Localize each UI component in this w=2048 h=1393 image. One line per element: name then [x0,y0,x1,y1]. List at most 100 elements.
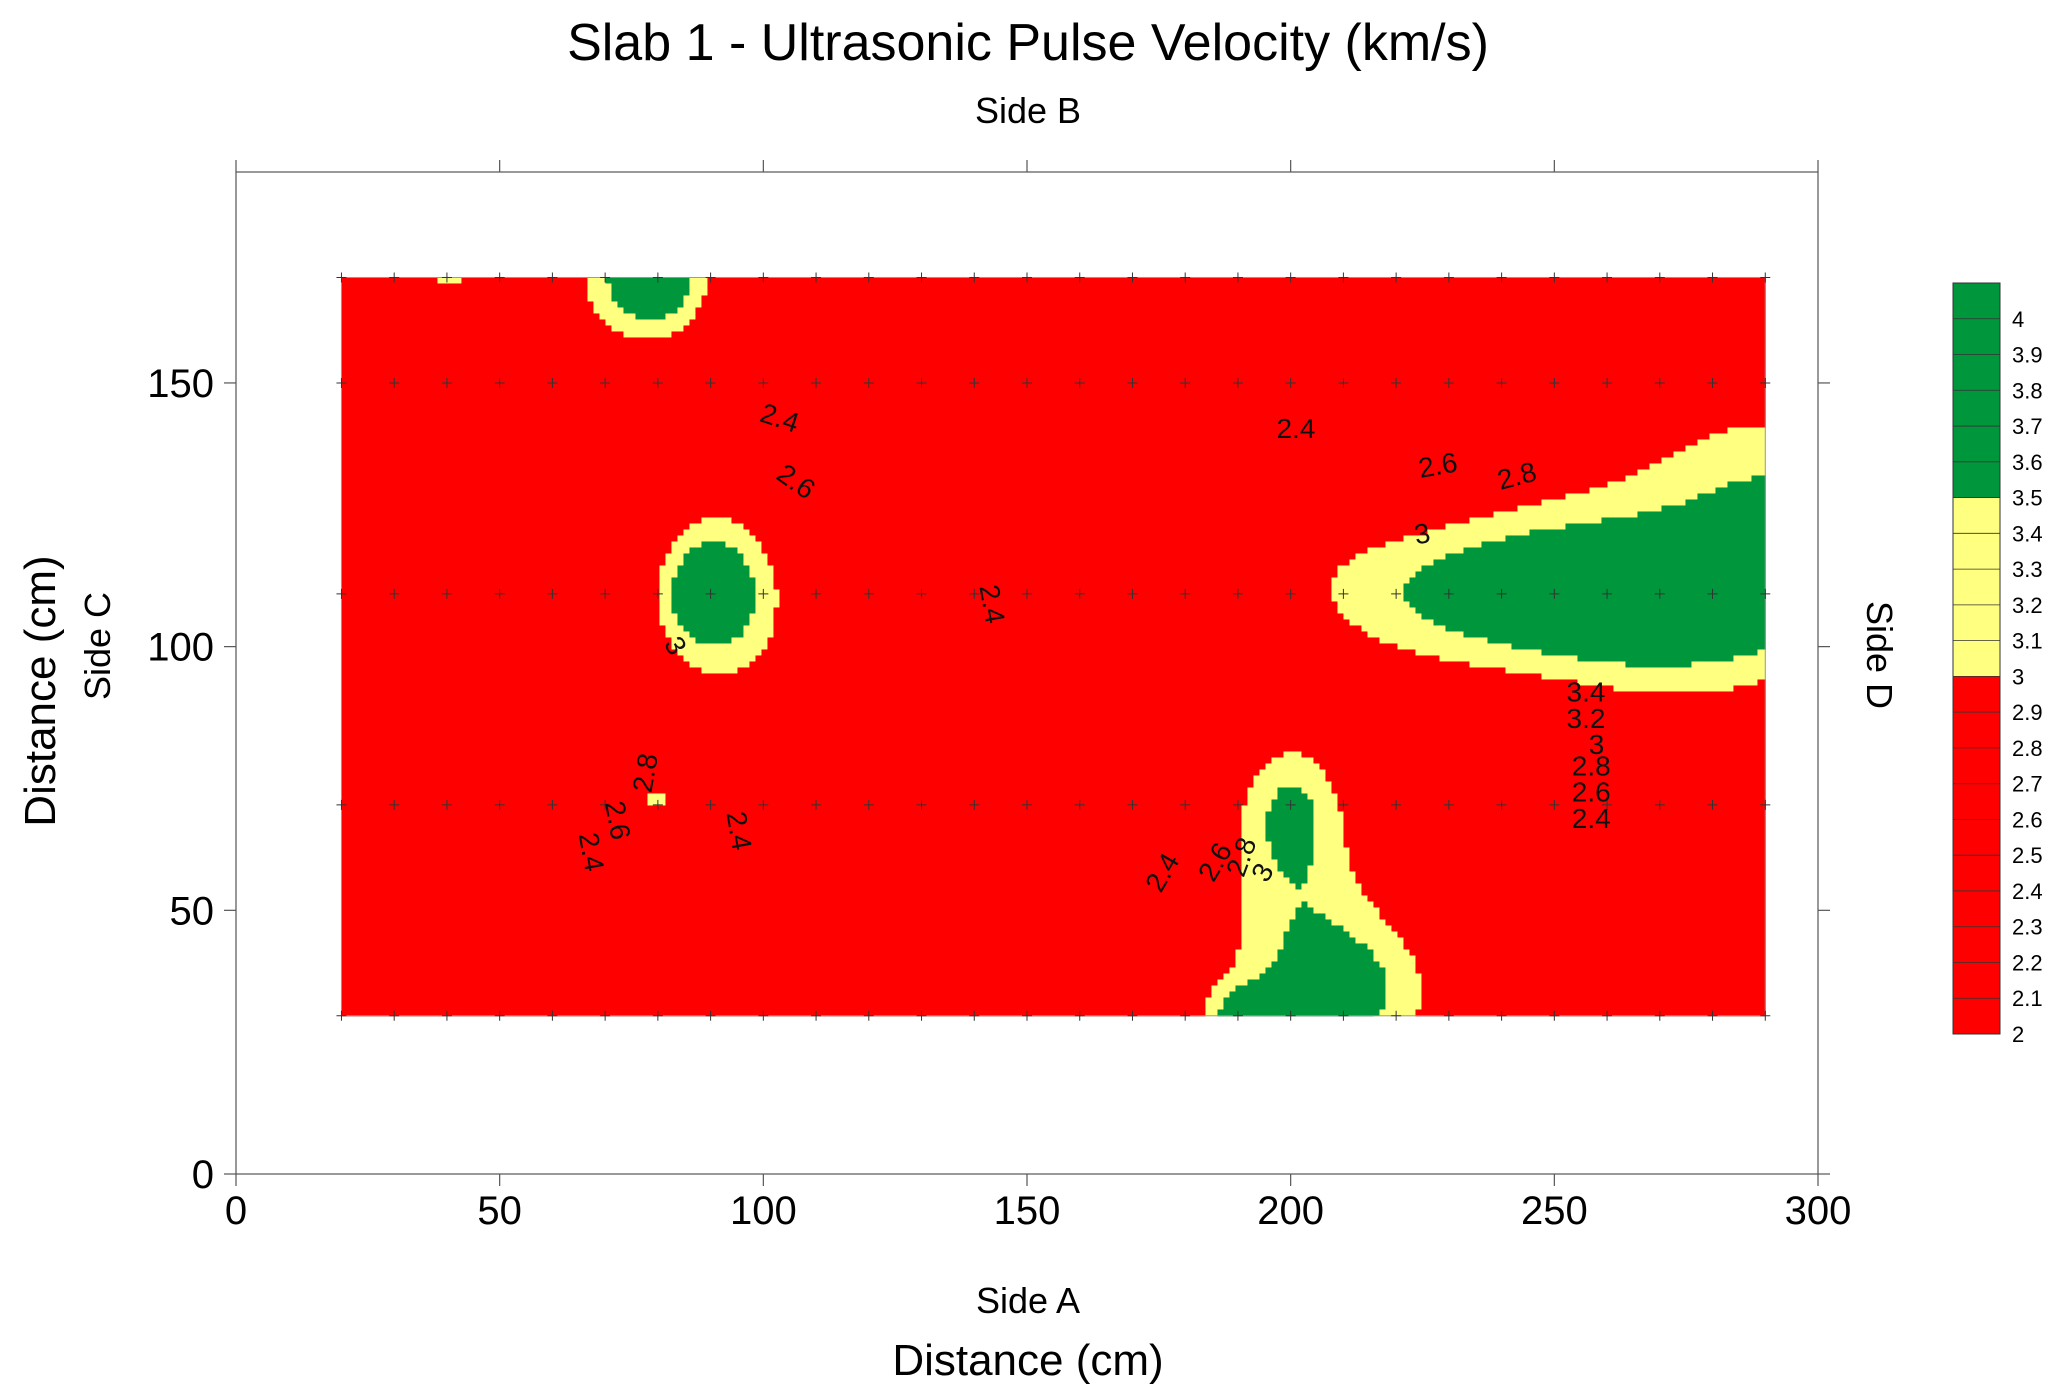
velocity-cell [725,397,733,405]
velocity-cell [365,331,373,339]
velocity-cell [455,397,463,405]
velocity-cell [515,289,523,297]
velocity-cell [1337,367,1345,375]
velocity-cell [1679,295,1687,303]
velocity-cell [1445,337,1453,345]
velocity-cell [1259,349,1267,357]
velocity-cell [1367,331,1375,339]
velocity-cell [1289,319,1297,327]
velocity-cell [887,343,895,351]
velocity-cell [1643,331,1651,339]
velocity-cell [1445,349,1453,357]
velocity-cell [1199,295,1207,303]
velocity-cell [1487,343,1495,351]
velocity-cell [713,373,721,381]
velocity-cell [1655,391,1663,399]
velocity-cell [1625,373,1633,381]
velocity-cell [1739,295,1747,303]
velocity-cell [1163,397,1171,405]
velocity-cell [1103,355,1111,363]
velocity-cell [1241,361,1249,369]
velocity-cell [869,343,877,351]
velocity-cell [1697,283,1705,291]
velocity-cell [1235,349,1243,357]
velocity-cell [1085,397,1093,405]
velocity-cell [1589,289,1597,297]
velocity-cell [953,277,961,285]
velocity-cell [1217,391,1225,399]
velocity-cell [851,319,859,327]
velocity-cell [767,373,775,381]
velocity-cell [575,337,583,345]
velocity-cell [1121,391,1129,399]
velocity-cell [1145,307,1153,315]
velocity-cell [1391,331,1399,339]
velocity-cell [1637,283,1645,291]
velocity-cell [941,391,949,399]
velocity-cell [491,361,499,369]
velocity-cell [797,325,805,333]
velocity-cell [497,391,505,399]
velocity-cell [1475,331,1483,339]
velocity-cell [1265,391,1273,399]
velocity-cell [473,385,481,393]
velocity-cell [1709,367,1717,375]
velocity-cell [737,349,745,357]
velocity-cell [1445,301,1453,309]
velocity-cell [1193,361,1201,369]
velocity-cell [971,343,979,351]
velocity-cell [1541,379,1549,387]
velocity-cell [671,361,679,369]
velocity-cell [1445,361,1453,369]
velocity-cell [779,295,787,303]
velocity-cell [1427,277,1435,285]
velocity-cell [1757,319,1765,327]
velocity-cell [1499,385,1507,393]
velocity-cell [1649,349,1657,357]
velocity-cell [641,385,649,393]
velocity-cell [1205,379,1213,387]
velocity-cell [629,355,637,363]
velocity-cell [1115,361,1123,369]
velocity-cell [1595,307,1603,315]
velocity-cell [443,295,451,303]
velocity-cell [1217,295,1225,303]
velocity-cell [509,397,517,405]
velocity-cell [1649,355,1657,363]
velocity-cell [1199,283,1207,291]
velocity-cell [1001,325,1009,333]
velocity-cell [683,331,691,339]
velocity-cell [1235,289,1243,297]
velocity-cell [1385,301,1393,309]
velocity-cell [1601,283,1609,291]
velocity-cell [1175,343,1183,351]
velocity-cell [1235,373,1243,381]
velocity-cell [623,319,631,327]
velocity-cell [521,343,529,351]
velocity-cell [1589,331,1597,339]
velocity-cell [1187,343,1195,351]
velocity-cell [671,307,679,315]
velocity-cell [911,379,919,387]
velocity-cell [887,385,895,393]
velocity-cell [557,367,565,375]
velocity-cell [1655,343,1663,351]
velocity-cell [1685,349,1693,357]
velocity-cell [773,361,781,369]
velocity-cell [401,355,409,363]
velocity-cell [1625,355,1633,363]
velocity-cell [443,337,451,345]
velocity-cell [809,397,817,405]
velocity-cell [491,277,499,285]
velocity-cell [791,373,799,381]
velocity-cell [611,397,619,405]
velocity-cell [485,361,493,369]
velocity-cell [1127,385,1135,393]
velocity-cell [557,373,565,381]
velocity-cell [1661,391,1669,399]
velocity-cell [1613,325,1621,333]
velocity-cell [689,361,697,369]
velocity-cell [1541,295,1549,303]
velocity-cell [797,337,805,345]
velocity-cell [935,385,943,393]
